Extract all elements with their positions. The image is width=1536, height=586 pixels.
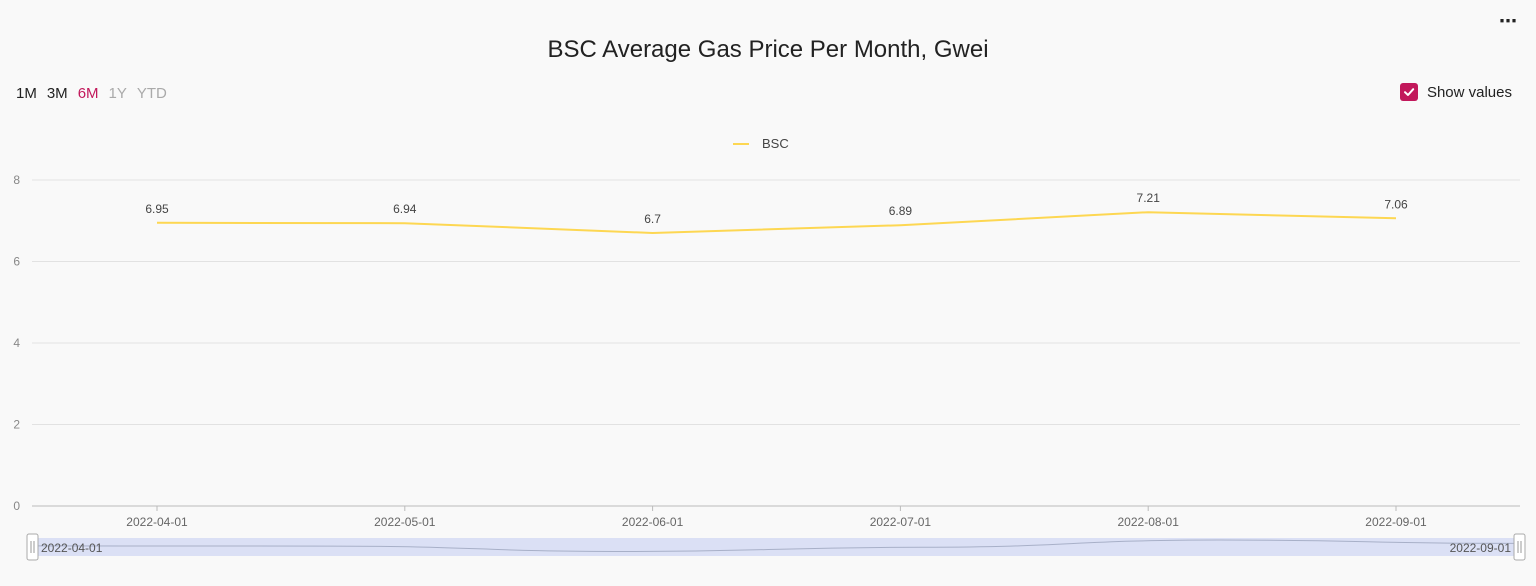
range-ytd-button[interactable]: YTD (136, 85, 167, 102)
data-label: 7.06 (1384, 197, 1408, 211)
show-values-checkbox[interactable] (1399, 83, 1418, 101)
range-6m-button[interactable]: 6M (77, 85, 99, 102)
range-3m-button[interactable]: 3M (46, 85, 68, 102)
range-1y-button[interactable]: 1Y (108, 85, 127, 102)
x-tick-label: 2022-06-01 (622, 515, 684, 529)
y-tick-label: 4 (13, 336, 20, 350)
x-tick-label: 2022-04-01 (126, 515, 188, 529)
series-line-bsc (156, 211, 1397, 234)
zoom-start-label: 2022-04-01 (41, 541, 103, 555)
time-range-selector: 1M 3M 6M 1Y YTD (16, 85, 167, 102)
show-values-label: Show values (1426, 83, 1512, 101)
y-tick-label: 0 (13, 499, 20, 513)
checkmark-icon (1403, 88, 1415, 96)
y-tick-label: 2 (13, 418, 20, 432)
data-label: 6.95 (145, 202, 169, 216)
legend-label: BSC (762, 136, 789, 151)
zoom-selection (33, 538, 1516, 556)
chart-title: BSC Average Gas Price Per Month, Gwei (547, 36, 989, 63)
x-tick-label: 2022-07-01 (870, 515, 932, 529)
data-label: 6.89 (889, 204, 913, 218)
data-label: 7.21 (1137, 191, 1161, 205)
data-label: 6.94 (393, 202, 417, 216)
zoom-left-handle[interactable] (26, 533, 39, 561)
range-1m-button[interactable]: 1M (16, 85, 37, 102)
data-label: 6.7 (644, 212, 661, 226)
zoom-preview-line (32, 539, 1517, 553)
show-values-toggle[interactable]: Show values (1399, 83, 1512, 101)
more-options-button[interactable]: ⋯ (1499, 11, 1518, 31)
x-tick-label: 2022-08-01 (1118, 515, 1180, 529)
y-tick-label: 6 (13, 255, 20, 269)
x-tick-label: 2022-05-01 (374, 515, 436, 529)
zoom-right-handle[interactable] (1513, 533, 1526, 561)
x-tick-label: 2022-09-01 (1365, 515, 1427, 529)
y-tick-label: 8 (13, 173, 20, 187)
zoom-end-label: 2022-09-01 (1450, 541, 1512, 555)
